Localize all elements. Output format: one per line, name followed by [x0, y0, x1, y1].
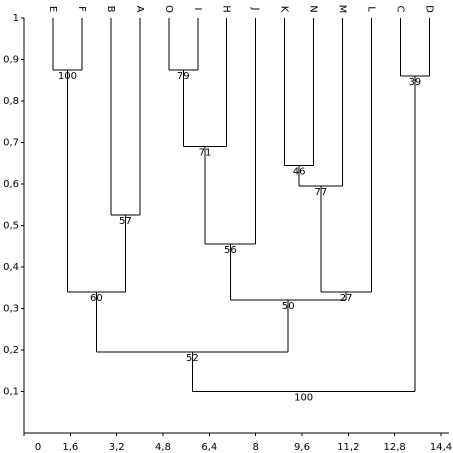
leaf-label: M [337, 5, 348, 14]
leaf-label: B [105, 6, 116, 13]
leaf-label: H [221, 5, 232, 13]
leaf-label: D [423, 5, 434, 13]
y-tick-label: 0,3 [3, 304, 19, 315]
y-tick-label: 0,1 [3, 387, 19, 398]
leaf-label: K [279, 6, 290, 13]
x-tick-label: 4,8 [155, 442, 171, 453]
y-tick-label: 0,2 [3, 345, 19, 356]
y-tick-label: 0,9 [3, 55, 19, 66]
y-tick-label: 0,4 [3, 262, 19, 273]
y-tick-label: 0,5 [3, 221, 19, 232]
x-tick-label: 9,6 [294, 442, 310, 453]
leaf-label: E [47, 6, 58, 12]
leaf-label: O [163, 5, 174, 13]
x-tick-label: 1,6 [62, 442, 78, 453]
y-tick-label: 0,8 [3, 96, 19, 107]
support-label: 100 [294, 393, 313, 404]
x-tick-label: 11,2 [337, 442, 359, 453]
x-tick-label: 3,2 [109, 442, 125, 453]
x-tick-label: 14,4 [430, 442, 452, 453]
leaf-label: I [192, 8, 203, 11]
x-tick-label: 8 [252, 442, 258, 453]
leaf-label: N [308, 5, 319, 12]
leaf-label: L [366, 6, 377, 12]
x-tick-label: 0 [35, 442, 41, 453]
leaf-label: F [76, 6, 87, 12]
y-tick-label: 0,7 [3, 138, 19, 149]
leaf-label: J [250, 7, 261, 11]
x-tick-label: 6,4 [201, 442, 217, 453]
y-tick-label: 1 [13, 13, 19, 24]
x-tick-label: 12,8 [384, 442, 406, 453]
leaf-label: C [394, 6, 405, 13]
y-tick-label: 0,6 [3, 179, 19, 190]
leaf-label: A [134, 6, 145, 13]
